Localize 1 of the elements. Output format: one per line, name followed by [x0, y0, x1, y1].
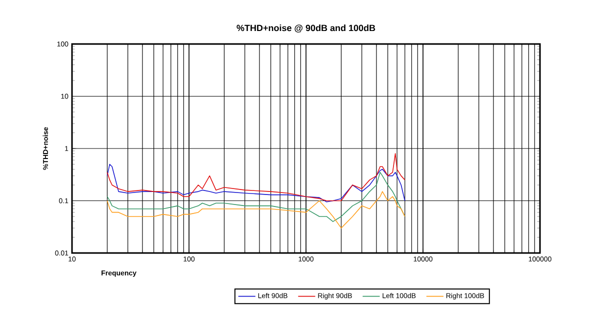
chart-title: %THD+noise @ 90dB and 100dB — [236, 24, 376, 32]
